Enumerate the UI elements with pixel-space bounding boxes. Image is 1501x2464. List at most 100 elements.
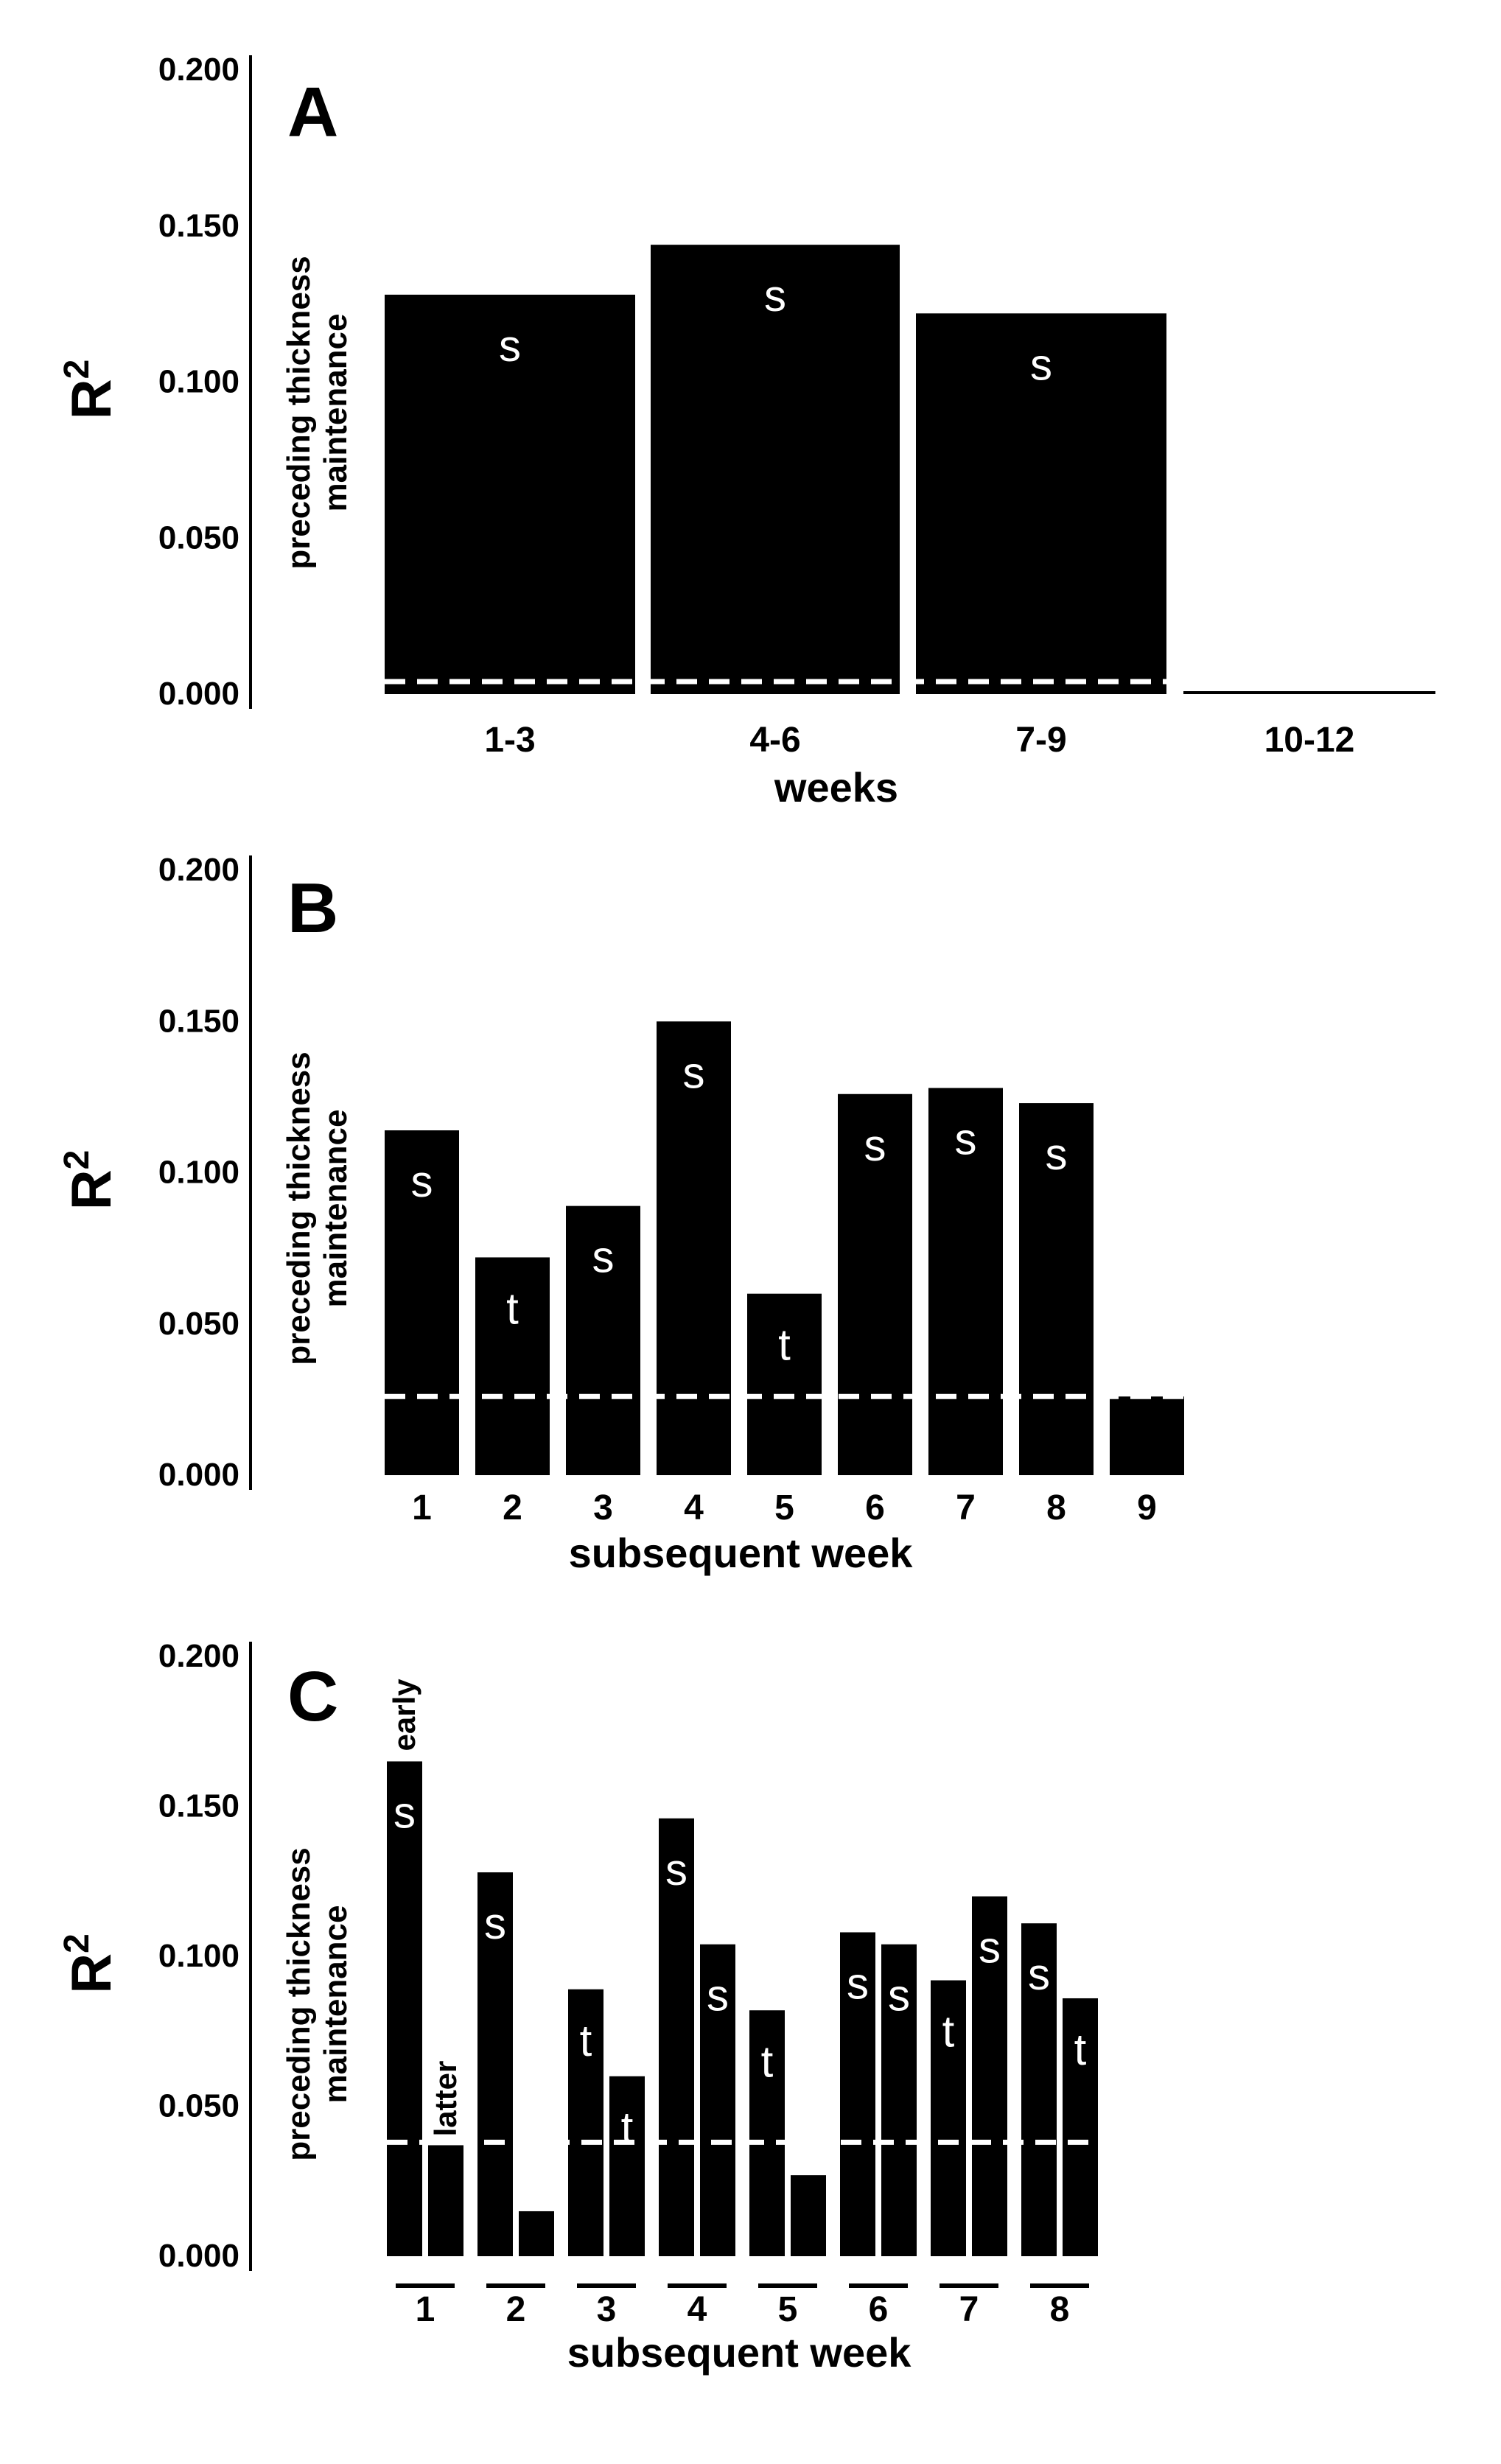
bar: [651, 245, 900, 694]
y-tick-label: 0.050: [158, 2088, 239, 2124]
y-axis-label-base: R: [60, 379, 123, 419]
bar-significance-label: s: [411, 1157, 433, 1206]
bar: [475, 1257, 550, 1475]
x-axis-label: subsequent week: [567, 2329, 912, 2376]
y-axis-label: R2: [57, 360, 123, 420]
bar-significance-label: t: [778, 1320, 791, 1370]
x-tick-label: 5: [778, 2290, 798, 2329]
inner-axis-label: preceding thicknessmaintenance: [281, 1847, 354, 2160]
bar-significance-label: s: [864, 1121, 886, 1170]
panel-letter: B: [287, 869, 338, 948]
annotation-latter: latter: [428, 2061, 463, 2137]
bar-early: [931, 1980, 966, 2256]
x-tick-label: 7: [956, 1488, 976, 1527]
x-tick-label: 6: [865, 1488, 885, 1527]
x-tick-label: 8: [1046, 1488, 1066, 1527]
bar-significance-label: s: [683, 1048, 705, 1097]
panel-letter: A: [287, 73, 338, 152]
bar-early: [749, 2010, 785, 2256]
y-axis-label: R2: [57, 1150, 123, 1211]
bar-latter: [881, 1944, 917, 2256]
y-tick-label: 0.100: [158, 1155, 239, 1191]
x-tick-label: 6: [869, 2290, 889, 2329]
bar: [385, 1130, 459, 1475]
y-tick-label: 0.150: [158, 1003, 239, 1039]
x-tick-label: 7-9: [1015, 721, 1066, 760]
inner-axis-label-line: maintenance: [318, 314, 354, 512]
bar-latter: [700, 1944, 735, 2256]
x-axis-label: weeks: [774, 764, 898, 811]
bar-significance-label: s: [1030, 340, 1052, 389]
x-tick-label: 1-3: [484, 721, 535, 760]
bar-significance-label: s: [955, 1115, 977, 1164]
bar: [385, 294, 635, 694]
x-tick-label: 3: [597, 2290, 617, 2329]
y-axis-label-superscript: 2: [57, 360, 97, 379]
bar-significance-label: t: [506, 1284, 519, 1333]
annotation-early: early: [387, 1679, 421, 1751]
bar: [747, 1293, 822, 1475]
bar-significance-label: s: [979, 1923, 1001, 1973]
y-tick-label: 0.150: [158, 208, 239, 244]
bar: [566, 1205, 640, 1475]
bar: [838, 1093, 912, 1475]
bar-early: [387, 1761, 422, 2256]
bar-latter: [609, 2076, 645, 2256]
inner-axis-label-line: preceding thickness: [281, 256, 317, 569]
y-axis-label-base: R: [60, 1169, 123, 1210]
bar: [916, 313, 1166, 695]
bar-significance-label: s: [847, 1959, 869, 2008]
bar-significance-label: t: [580, 2016, 592, 2065]
y-tick-label: 0.100: [158, 1938, 239, 1974]
x-tick-label: 4: [687, 2290, 707, 2329]
bar-significance-label: t: [761, 2037, 774, 2086]
y-axis-label-base: R: [60, 1953, 123, 1994]
x-tick-label: 1: [416, 2290, 435, 2329]
bar-early: [568, 1989, 603, 2256]
bar-significance-label: s: [888, 1971, 910, 2020]
y-tick-label: 0.050: [158, 519, 239, 556]
bar-latter: [1063, 1998, 1098, 2256]
bar-significance-label: s: [665, 1845, 687, 1894]
x-tick-label: 3: [593, 1488, 613, 1527]
bar-latter: [791, 2175, 826, 2256]
x-tick-label: 5: [774, 1488, 794, 1527]
bar: [1183, 691, 1435, 694]
y-axis-label: R2: [57, 1933, 123, 1994]
panel-letter: C: [287, 1657, 338, 1736]
x-tick-label: 2: [506, 2290, 526, 2329]
bar-significance-label: s: [1028, 1950, 1050, 1999]
inner-axis-label: preceding thicknessmaintenance: [281, 1051, 354, 1365]
y-tick-label: 0.050: [158, 1306, 239, 1342]
y-tick-label: 0.200: [158, 52, 239, 88]
y-axis-label-superscript: 2: [57, 1933, 97, 1953]
y-tick-label: 0.000: [158, 676, 239, 712]
bar-early: [1021, 1923, 1057, 2256]
bar-significance-label: s: [393, 1788, 416, 1837]
bar-significance-label: s: [1046, 1130, 1068, 1179]
bar-significance-label: t: [942, 2007, 955, 2057]
x-tick-label: 4: [684, 1488, 704, 1527]
y-tick-label: 0.200: [158, 852, 239, 888]
inner-axis-label: preceding thicknessmaintenance: [281, 256, 354, 569]
x-tick-label: 4-6: [749, 721, 800, 760]
bar-significance-label: s: [484, 1899, 506, 1948]
bar-latter: [519, 2211, 554, 2256]
bar: [1019, 1103, 1094, 1475]
bar-significance-label: t: [1074, 2025, 1087, 2074]
x-tick-label: 8: [1050, 2290, 1070, 2329]
y-tick-label: 0.000: [158, 2238, 239, 2274]
bar-significance-label: s: [707, 1971, 729, 2020]
x-tick-label: 10-12: [1264, 721, 1355, 760]
bar-latter: [972, 1896, 1007, 2256]
bar: [928, 1088, 1003, 1475]
x-tick-label: 7: [959, 2290, 979, 2329]
x-tick-label: 9: [1137, 1488, 1157, 1527]
inner-axis-label-line: maintenance: [318, 1905, 354, 2104]
y-tick-label: 0.200: [158, 1638, 239, 1674]
inner-axis-label-line: preceding thickness: [281, 1847, 317, 2160]
